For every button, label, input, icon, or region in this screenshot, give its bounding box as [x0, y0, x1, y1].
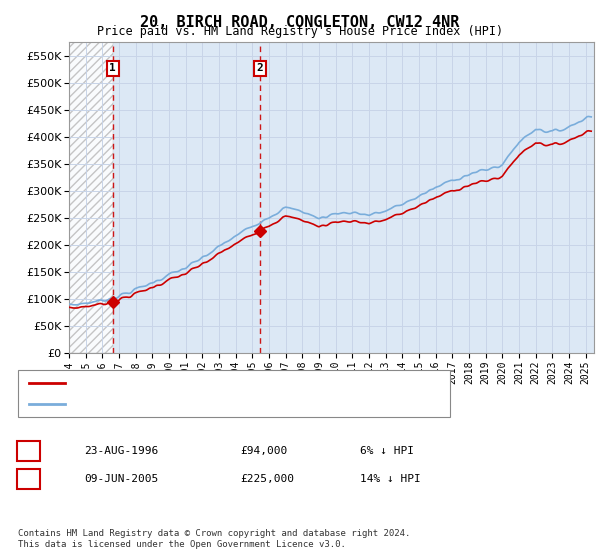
Text: 2: 2: [25, 474, 32, 484]
Text: 09-JUN-2005: 09-JUN-2005: [84, 474, 158, 484]
Text: Price paid vs. HM Land Registry's House Price Index (HPI): Price paid vs. HM Land Registry's House …: [97, 25, 503, 38]
Text: 20, BIRCH ROAD, CONGLETON, CW12 4NR (detached house): 20, BIRCH ROAD, CONGLETON, CW12 4NR (det…: [72, 378, 397, 388]
Text: 1: 1: [25, 446, 32, 456]
Text: Contains HM Land Registry data © Crown copyright and database right 2024.
This d: Contains HM Land Registry data © Crown c…: [18, 529, 410, 549]
Text: HPI: Average price, detached house, Cheshire East: HPI: Average price, detached house, Ches…: [72, 399, 378, 409]
Text: £225,000: £225,000: [240, 474, 294, 484]
Text: 6% ↓ HPI: 6% ↓ HPI: [360, 446, 414, 456]
Bar: [69, 42, 113, 353]
Text: 23-AUG-1996: 23-AUG-1996: [84, 446, 158, 456]
Text: 2: 2: [257, 63, 263, 73]
Text: £94,000: £94,000: [240, 446, 287, 456]
Text: 1: 1: [109, 63, 116, 73]
Text: 14% ↓ HPI: 14% ↓ HPI: [360, 474, 421, 484]
Text: 20, BIRCH ROAD, CONGLETON, CW12 4NR: 20, BIRCH ROAD, CONGLETON, CW12 4NR: [140, 15, 460, 30]
